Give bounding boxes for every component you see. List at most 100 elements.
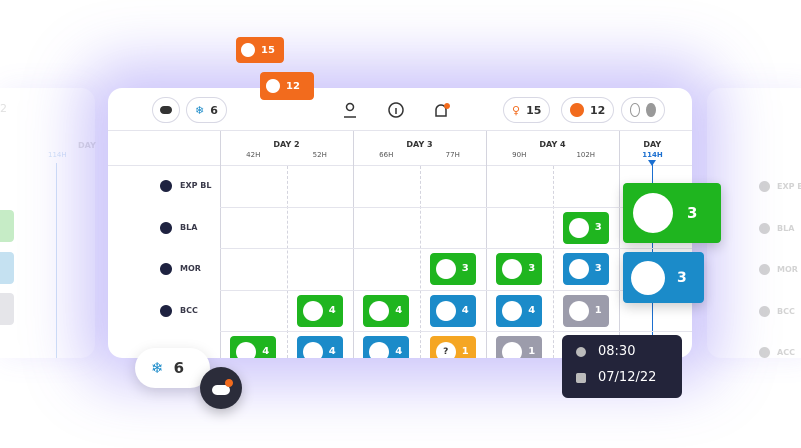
snow-count: 6 <box>210 103 218 117</box>
bell-icon[interactable] <box>435 103 450 117</box>
badge-count: 12 <box>286 80 300 92</box>
embryo-cell: 3 <box>496 252 543 285</box>
cell-icon <box>369 300 390 321</box>
badge-count: 15 <box>261 44 275 56</box>
calendar-icon <box>576 373 586 383</box>
ghost-right: EXP B BLA MOR BCC ACC <box>707 88 801 358</box>
day-divider <box>619 131 620 358</box>
cell-count: 4 <box>328 305 336 317</box>
info-icon[interactable] <box>388 102 404 118</box>
day-label: DAY <box>643 140 662 149</box>
hour-divider <box>286 166 288 358</box>
row-icon <box>160 262 172 275</box>
embryo-cell: 4 <box>296 335 343 358</box>
day-label: DAY 2 <box>273 140 300 149</box>
cell-count: 4 <box>262 346 270 358</box>
hour-label: 77H <box>445 151 460 159</box>
float-badge: 15 <box>236 37 284 63</box>
cell-count: 4 <box>395 305 403 317</box>
cell-count: 3 <box>528 263 536 275</box>
cell-count: 1 <box>528 346 536 358</box>
ghost-line <box>56 163 57 358</box>
embryo-cell: 4 <box>230 335 277 358</box>
ghost-label: BCC <box>777 306 795 316</box>
tooltip: 08:30 07/12/22 <box>562 335 682 398</box>
row-icon <box>160 221 172 234</box>
embryo-cell: 4 <box>363 335 410 358</box>
cell-icon <box>568 217 589 238</box>
cell-icon <box>369 341 390 358</box>
main-card: ❄ 6 ♀ 15 12 DAY 2 42H 52H DAY 3 66H 77H DAY 4 90H… <box>108 88 692 358</box>
snow-pill[interactable]: ❄ 6 <box>186 97 227 123</box>
row-divider <box>220 248 692 249</box>
cell-count: 3 <box>594 222 602 234</box>
cell-icon <box>502 341 523 358</box>
ghost-icon <box>759 347 770 358</box>
float-badge: 12 <box>260 72 314 100</box>
cell-icon <box>502 300 523 321</box>
ghost-icon <box>759 305 770 317</box>
day-label: DAY 4 <box>539 140 566 149</box>
row-label: MOR <box>180 263 201 273</box>
ghost-label: EXP B <box>777 182 801 191</box>
hour-label: 52H <box>312 151 327 159</box>
divider <box>108 130 692 131</box>
embryo-cell: 1 <box>562 294 609 327</box>
cell-count: 1 <box>594 305 602 317</box>
grid: DAY 2 42H 52H DAY 3 66H 77H DAY 4 90H 102H DAY 114… <box>108 88 692 358</box>
cell-icon <box>435 258 456 279</box>
cell-icon <box>302 300 323 321</box>
hour-label: 102H <box>576 151 596 159</box>
zoom-card: 3 <box>623 252 704 303</box>
now-marker <box>648 160 657 166</box>
cell-icon <box>435 300 456 321</box>
ghost-label: BLA <box>777 223 795 233</box>
row-divider <box>220 290 692 291</box>
tooltip-time: 08:30 <box>598 344 636 359</box>
row-icon <box>160 304 172 317</box>
female-count: 15 <box>526 103 542 117</box>
cell-count: 4 <box>328 346 336 358</box>
user-icon[interactable] <box>344 102 356 118</box>
embryo-cell: 4 <box>496 294 543 327</box>
cell-icon <box>236 341 257 358</box>
ghost-icon <box>759 264 770 275</box>
hour-label: 114H <box>642 151 663 159</box>
embryo-cell: ? 1 <box>429 335 476 358</box>
cell-count: 12 <box>590 103 606 117</box>
embryo-cell: 1 <box>496 335 543 358</box>
cell-count: 4 <box>461 305 469 317</box>
day-label: DAY 3 <box>406 140 433 149</box>
hour-label: 66H <box>379 151 394 159</box>
zoom-count: 3 <box>687 204 698 222</box>
ghost-label: MOR <box>777 265 798 274</box>
ghost-pill: 2 <box>0 102 7 115</box>
row-label: BLA <box>180 222 198 232</box>
ghost-hour: 114H <box>48 151 67 159</box>
cell-count: 3 <box>461 263 469 275</box>
embryo-cell: 3 <box>562 252 609 285</box>
ghost-label: ACC <box>777 348 795 357</box>
hour-divider <box>552 166 554 358</box>
female-pill[interactable]: ♀ 15 <box>503 97 551 123</box>
cell-count: 4 <box>395 346 403 358</box>
cell-icon <box>568 258 589 279</box>
weather-pill[interactable] <box>152 97 180 123</box>
clock-icon <box>576 347 586 357</box>
cell-icon: ? <box>435 341 456 358</box>
cell-pill[interactable]: 12 <box>561 97 615 123</box>
cell-icon <box>502 258 523 279</box>
embryo-cell: 3 <box>562 211 609 244</box>
ghost-cell <box>0 293 14 325</box>
ghost-cell <box>0 252 14 284</box>
hour-divider <box>419 166 421 358</box>
zoom-count: 3 <box>677 269 687 286</box>
header-icons <box>344 102 450 118</box>
day-divider <box>353 131 354 358</box>
row-label: BCC <box>180 305 198 315</box>
zoom-card: 3 <box>623 183 721 243</box>
hour-label: 42H <box>246 151 261 159</box>
play-pill[interactable] <box>621 97 665 123</box>
row-divider <box>220 331 692 332</box>
